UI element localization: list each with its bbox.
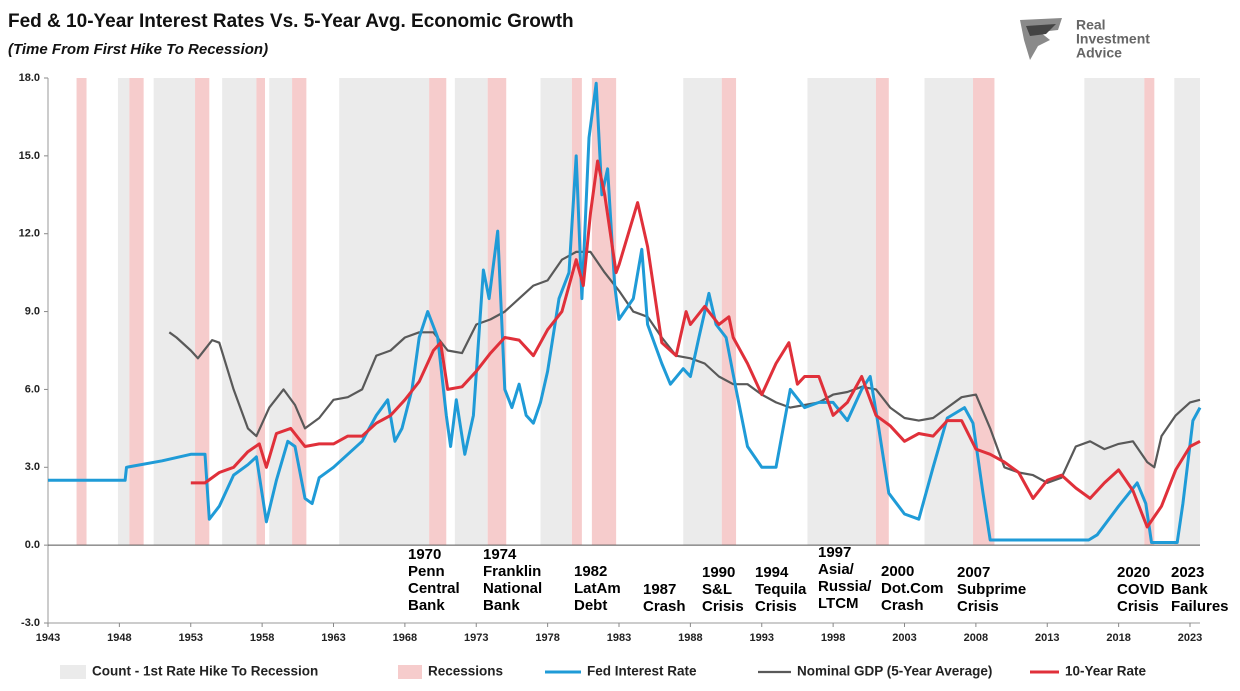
annotation: Bank: [1171, 581, 1208, 598]
annotation: Failures: [1171, 598, 1229, 615]
logo-text: Real: [1076, 17, 1106, 33]
annotation: Asia/: [818, 561, 855, 578]
annotation: 1982: [574, 563, 607, 580]
logo-text: Advice: [1076, 45, 1122, 61]
hike-band: [117, 78, 130, 546]
hike-band: [222, 78, 257, 546]
y-tick-label: 12.0: [19, 228, 40, 240]
x-tick-label: 1993: [750, 632, 774, 644]
legend-label: Nominal GDP (5-Year Average): [797, 664, 992, 679]
hike-band: [807, 78, 876, 546]
annotation: Franklin: [483, 563, 541, 580]
logo-text: Investment: [1076, 31, 1150, 47]
legend-label: 10-Year Rate: [1065, 664, 1147, 679]
annotation: Crisis: [755, 598, 797, 615]
x-tick-label: 1978: [535, 632, 559, 644]
series-line: [190, 159, 1201, 529]
y-tick-label: 0.0: [25, 539, 40, 551]
recession-band: [256, 78, 265, 546]
annotation: 2020: [1117, 564, 1150, 581]
annotation: 2023: [1171, 564, 1204, 581]
y-tick-label: -3.0: [21, 617, 40, 629]
annotation: Central: [408, 580, 460, 597]
annotation: National: [483, 580, 542, 597]
annotation: LatAm: [574, 580, 621, 597]
recession-band: [973, 78, 995, 546]
hike-band: [454, 78, 488, 546]
annotation: 2000: [881, 563, 914, 580]
recession-band: [429, 78, 447, 546]
recession-band: [591, 78, 617, 546]
x-tick-label: 1943: [36, 632, 60, 644]
x-tick-label: 1988: [678, 632, 702, 644]
annotation: Dot.Com: [881, 580, 944, 597]
recession-band: [571, 78, 582, 546]
x-tick-label: 1948: [107, 632, 131, 644]
y-tick-label: 6.0: [25, 383, 40, 395]
x-tick-label: 1968: [393, 632, 417, 644]
y-tick-label: 15.0: [19, 150, 40, 162]
recession-band: [487, 78, 507, 546]
annotation: Bank: [483, 597, 520, 614]
x-tick-label: 2003: [892, 632, 916, 644]
annotation: Crisis: [702, 598, 744, 615]
x-tick-label: 2013: [1035, 632, 1059, 644]
legend-label: Recessions: [428, 664, 503, 679]
annotation: 1987: [643, 581, 676, 598]
recession-band: [195, 78, 210, 546]
annotation: Russia/: [818, 578, 872, 595]
legend-swatch: [60, 665, 86, 679]
annotation: 1990: [702, 564, 735, 581]
x-tick-label: 1958: [250, 632, 274, 644]
annotation: Crisis: [957, 598, 999, 615]
series-line: [48, 81, 1202, 544]
x-tick-label: 2023: [1178, 632, 1202, 644]
legend-label: Count - 1st Rate Hike To Recession: [92, 664, 318, 679]
y-tick-label: 9.0: [25, 305, 40, 317]
logo-icon: [1020, 18, 1062, 60]
recession-band: [721, 78, 737, 546]
x-tick-label: 2008: [964, 632, 988, 644]
annotation: 2007: [957, 564, 990, 581]
recession-band: [76, 78, 87, 546]
x-tick-label: 1953: [179, 632, 203, 644]
chart-subtitle: (Time From First Hike To Recession): [8, 41, 268, 58]
x-tick-label: 2018: [1106, 632, 1130, 644]
annotation: Debt: [574, 597, 607, 614]
y-tick-label: 18.0: [19, 72, 40, 84]
annotation: Penn: [408, 563, 445, 580]
annotation: S&L: [702, 581, 732, 598]
annotation: 1994: [755, 564, 789, 581]
annotation: LTCM: [818, 595, 859, 612]
hike-band: [339, 78, 430, 546]
y-tick-label: 3.0: [25, 461, 40, 473]
x-tick-label: 1973: [464, 632, 488, 644]
x-tick-label: 1998: [821, 632, 845, 644]
chart-title: Fed & 10-Year Interest Rates Vs. 5-Year …: [8, 11, 574, 32]
annotation: COVID: [1117, 581, 1165, 598]
recession-band: [129, 78, 144, 546]
hike-band: [153, 78, 196, 546]
hike-band: [269, 78, 293, 546]
recession-band: [1144, 78, 1155, 546]
annotation: Crash: [643, 598, 686, 615]
recession-band: [292, 78, 307, 546]
hike-band: [1084, 78, 1145, 546]
annotation: Tequila: [755, 581, 807, 598]
annotation: Subprime: [957, 581, 1026, 598]
x-tick-label: 1963: [321, 632, 345, 644]
annotation: Crash: [881, 597, 924, 614]
annotation: Crisis: [1117, 598, 1159, 615]
x-tick-label: 1983: [607, 632, 631, 644]
annotation: Bank: [408, 597, 445, 614]
annotation: 1974: [483, 546, 517, 563]
annotation: 1970: [408, 546, 441, 563]
annotation: 1997: [818, 544, 851, 561]
legend-label: Fed Interest Rate: [587, 664, 697, 679]
legend-swatch: [398, 665, 422, 679]
